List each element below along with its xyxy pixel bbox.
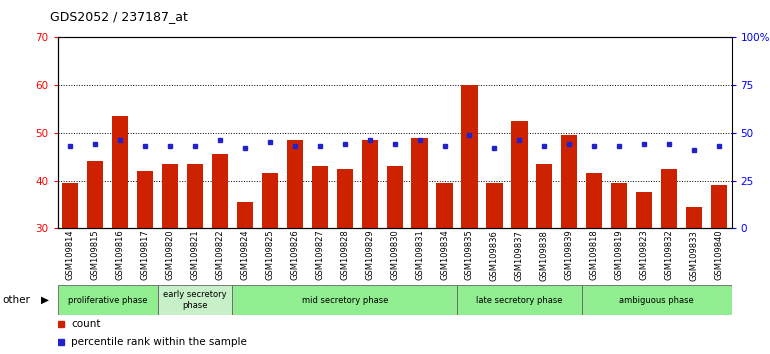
Bar bbox=[511, 121, 527, 228]
Bar bbox=[62, 183, 79, 228]
Bar bbox=[237, 202, 253, 228]
Bar bbox=[487, 183, 503, 228]
Text: proliferative phase: proliferative phase bbox=[68, 296, 147, 304]
Text: GDS2052 / 237187_at: GDS2052 / 237187_at bbox=[50, 10, 188, 23]
Bar bbox=[586, 173, 602, 228]
Bar bbox=[112, 116, 129, 228]
Bar bbox=[437, 183, 453, 228]
Bar bbox=[457, 285, 582, 315]
Bar bbox=[411, 137, 427, 228]
Bar bbox=[212, 154, 228, 228]
Text: mid secretory phase: mid secretory phase bbox=[302, 296, 388, 304]
Bar bbox=[611, 183, 628, 228]
Bar bbox=[461, 85, 477, 228]
Bar bbox=[561, 135, 578, 228]
Bar bbox=[686, 207, 702, 228]
Bar bbox=[233, 285, 457, 315]
Bar bbox=[286, 140, 303, 228]
Text: ▶: ▶ bbox=[41, 295, 49, 305]
Text: other: other bbox=[2, 295, 30, 305]
Bar bbox=[636, 193, 652, 228]
Bar bbox=[661, 169, 678, 228]
Bar bbox=[162, 164, 178, 228]
Bar bbox=[187, 164, 203, 228]
Bar bbox=[312, 166, 328, 228]
Bar bbox=[336, 169, 353, 228]
Bar bbox=[362, 140, 378, 228]
Bar bbox=[387, 166, 403, 228]
Bar bbox=[58, 285, 158, 315]
Bar bbox=[158, 285, 233, 315]
Bar bbox=[262, 173, 278, 228]
Bar bbox=[87, 161, 103, 228]
Bar bbox=[582, 285, 732, 315]
Text: count: count bbox=[71, 319, 101, 329]
Text: ambiguous phase: ambiguous phase bbox=[619, 296, 694, 304]
Bar bbox=[536, 164, 552, 228]
Text: late secretory phase: late secretory phase bbox=[476, 296, 563, 304]
Bar bbox=[137, 171, 153, 228]
Text: percentile rank within the sample: percentile rank within the sample bbox=[71, 337, 247, 347]
Bar bbox=[711, 185, 727, 228]
Text: early secretory
phase: early secretory phase bbox=[163, 290, 227, 310]
